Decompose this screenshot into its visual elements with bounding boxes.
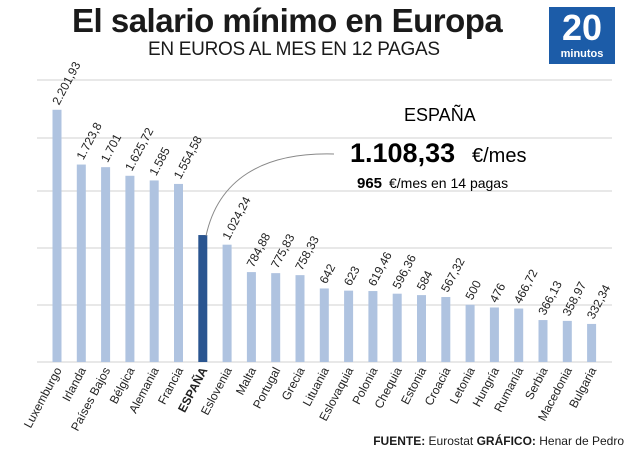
brand-logo: 20 minutos (549, 7, 615, 64)
bar (319, 288, 329, 362)
logo-word: minutos (560, 48, 604, 60)
bar (489, 307, 499, 362)
highlight-secondary-unit: €/mes en 14 pagas (389, 175, 508, 191)
callout-line (205, 153, 335, 237)
bar (587, 323, 597, 362)
source-note: FUENTE: Eurostat GRÁFICO: Henar de Pedro (373, 434, 624, 448)
bar (295, 275, 305, 362)
page-subtitle: EN EUROS AL MES EN 12 PAGAS (148, 39, 440, 60)
value-label: 1.701 (98, 131, 125, 164)
graphic-author: Henar de Pedro (539, 434, 624, 448)
bar (101, 167, 111, 362)
bar (174, 183, 183, 362)
value-label: 1.024,24 (219, 194, 253, 242)
bar (562, 320, 572, 362)
bar (465, 304, 475, 362)
bar (271, 273, 281, 362)
bar (149, 180, 159, 362)
value-label: 642 (317, 261, 339, 286)
bar (392, 293, 402, 362)
value-label: 567,32 (438, 255, 468, 294)
bar (222, 244, 232, 362)
source-label: FUENTE: (373, 434, 426, 448)
value-label: 476 (487, 280, 509, 305)
highlight-unit: €/mes (472, 145, 526, 167)
value-label: 1.554,58 (171, 133, 205, 181)
logo-number: 20 (561, 7, 603, 48)
bar (368, 291, 378, 362)
page-title: El salario mínimo en Europa (72, 2, 503, 39)
value-label: 466,72 (511, 267, 541, 306)
graphic-label: GRÁFICO: (476, 434, 536, 448)
value-label: 584 (414, 268, 436, 293)
bars (52, 109, 597, 362)
bar (538, 320, 548, 362)
value-label: 2.201,93 (49, 59, 83, 107)
bar (125, 175, 135, 362)
value-label: 332,34 (584, 282, 614, 321)
highlight-country: ESPAÑA (404, 104, 476, 125)
highlight-value: 1.108,33 (350, 138, 455, 168)
value-label: 1.585 (146, 144, 173, 177)
value-label: 500 (462, 278, 484, 303)
highlight-secondary-value: 965 (357, 175, 382, 192)
bar (52, 109, 62, 362)
bar (76, 164, 86, 362)
bar (246, 272, 256, 362)
source-value: Eurostat (428, 434, 474, 448)
bar (417, 295, 426, 362)
bar (344, 290, 354, 362)
bar (198, 235, 208, 362)
bar (441, 297, 451, 362)
bar (514, 308, 524, 362)
value-label: 623 (341, 264, 363, 289)
